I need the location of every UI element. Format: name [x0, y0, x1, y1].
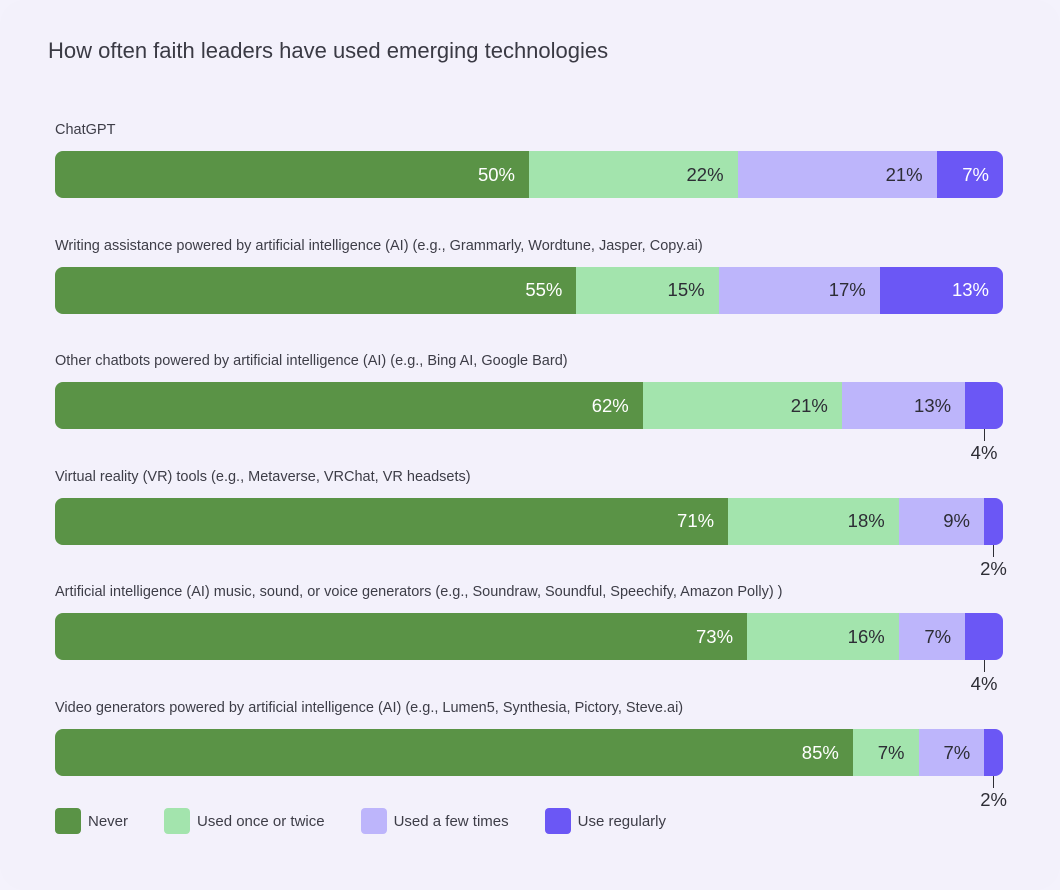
- legend-label: Used once or twice: [197, 812, 325, 830]
- legend-label: Used a few times: [393, 812, 509, 830]
- leader-tick: [993, 544, 995, 557]
- bar-segment: 18%: [728, 497, 899, 545]
- legend-item: Use regularly: [544, 808, 666, 834]
- chart-title: How often faith leaders have used emergi…: [48, 38, 609, 63]
- legend-swatch: [164, 808, 191, 834]
- data-label: 73%: [696, 625, 734, 647]
- bar-segment: 73%: [55, 613, 748, 661]
- data-label: 17%: [828, 279, 866, 301]
- legend-swatch: [544, 808, 571, 834]
- data-label: 21%: [790, 394, 828, 416]
- legend: Never Used once or twice Used a few times U…: [55, 808, 702, 834]
- legend-swatch: [360, 808, 387, 834]
- data-label: 50%: [477, 163, 515, 185]
- stacked-bar: 50% 22% 21% 7%: [55, 151, 1003, 198]
- stacked-bar: 85% 7% 7%: [55, 729, 1003, 776]
- bar-segment: 7%: [898, 613, 966, 661]
- bar-segment: 7%: [918, 729, 985, 776]
- bar-segment: 9%: [898, 497, 985, 545]
- data-label: 4%: [970, 442, 998, 464]
- data-label: 7%: [924, 625, 952, 647]
- bar-segment: 21%: [737, 151, 937, 198]
- data-label: 2%: [980, 789, 1007, 810]
- data-label: 13%: [914, 394, 952, 416]
- legend-item: Used a few times: [360, 808, 509, 834]
- bar-segment: 22%: [529, 151, 738, 198]
- legend-item: Never: [55, 808, 128, 834]
- stacked-bar: 71% 18% 9%: [55, 497, 1003, 545]
- category-label: ChatGPT: [55, 122, 116, 138]
- legend-label: Never: [88, 812, 129, 830]
- data-label: 7%: [943, 741, 971, 763]
- legend-item: Used once or twice: [164, 808, 325, 834]
- data-label: 55%: [525, 279, 563, 301]
- bar-segment: 17%: [718, 266, 880, 314]
- bar-segment: [984, 729, 1003, 776]
- bar-segment: 16%: [747, 613, 899, 661]
- data-label: 71%: [677, 510, 715, 532]
- bar-segment: 55%: [55, 266, 577, 314]
- data-label: 22%: [686, 163, 724, 185]
- bar-segment: 62%: [55, 382, 643, 430]
- stacked-bar: 55% 15% 17% 13%: [55, 266, 1003, 314]
- data-label: 15%: [667, 279, 705, 301]
- data-label: 9%: [943, 510, 971, 532]
- bar-segment: 13%: [879, 266, 1003, 314]
- leader-tick: [993, 776, 995, 788]
- bar-segment: 13%: [841, 382, 966, 430]
- data-label: 21%: [885, 163, 923, 185]
- leader-tick: [983, 660, 985, 673]
- data-label: 2%: [980, 557, 1007, 579]
- bar-segment: 7%: [936, 151, 1003, 198]
- bar-segment: [984, 497, 1003, 545]
- data-label: 7%: [962, 163, 989, 185]
- category-label: Artificial intelligence (AI) music, soun…: [55, 584, 783, 601]
- data-label: 16%: [847, 625, 885, 647]
- bar-segment: 7%: [852, 729, 919, 776]
- data-label: 85%: [801, 741, 839, 763]
- leader-tick: [983, 429, 985, 442]
- data-label: 7%: [877, 741, 905, 763]
- bar-segment: 71%: [55, 497, 729, 545]
- bar-segment: 50%: [55, 151, 529, 198]
- bar-segment: 85%: [55, 729, 853, 776]
- category-label: Other chatbots powered by artificial int…: [55, 353, 568, 370]
- category-label: Writing assistance powered by artificial…: [55, 237, 703, 254]
- bar-segment: [965, 613, 1003, 661]
- data-label: 18%: [847, 510, 885, 532]
- stacked-bar: 73% 16% 7%: [55, 613, 1003, 661]
- bar-segment: 21%: [642, 382, 842, 430]
- data-label: 4%: [970, 673, 998, 695]
- stacked-bar: 62% 21% 13%: [55, 382, 1003, 430]
- bar-segment: 15%: [576, 266, 719, 314]
- category-label: Virtual reality (VR) tools (e.g., Metave…: [55, 468, 471, 485]
- legend-swatch: [55, 808, 81, 834]
- bar-segment: [965, 382, 1003, 430]
- data-label: 13%: [951, 279, 989, 301]
- data-label: 62%: [591, 394, 629, 416]
- legend-label: Use regularly: [577, 812, 666, 830]
- category-label: Video generators powered by artificial i…: [55, 700, 684, 716]
